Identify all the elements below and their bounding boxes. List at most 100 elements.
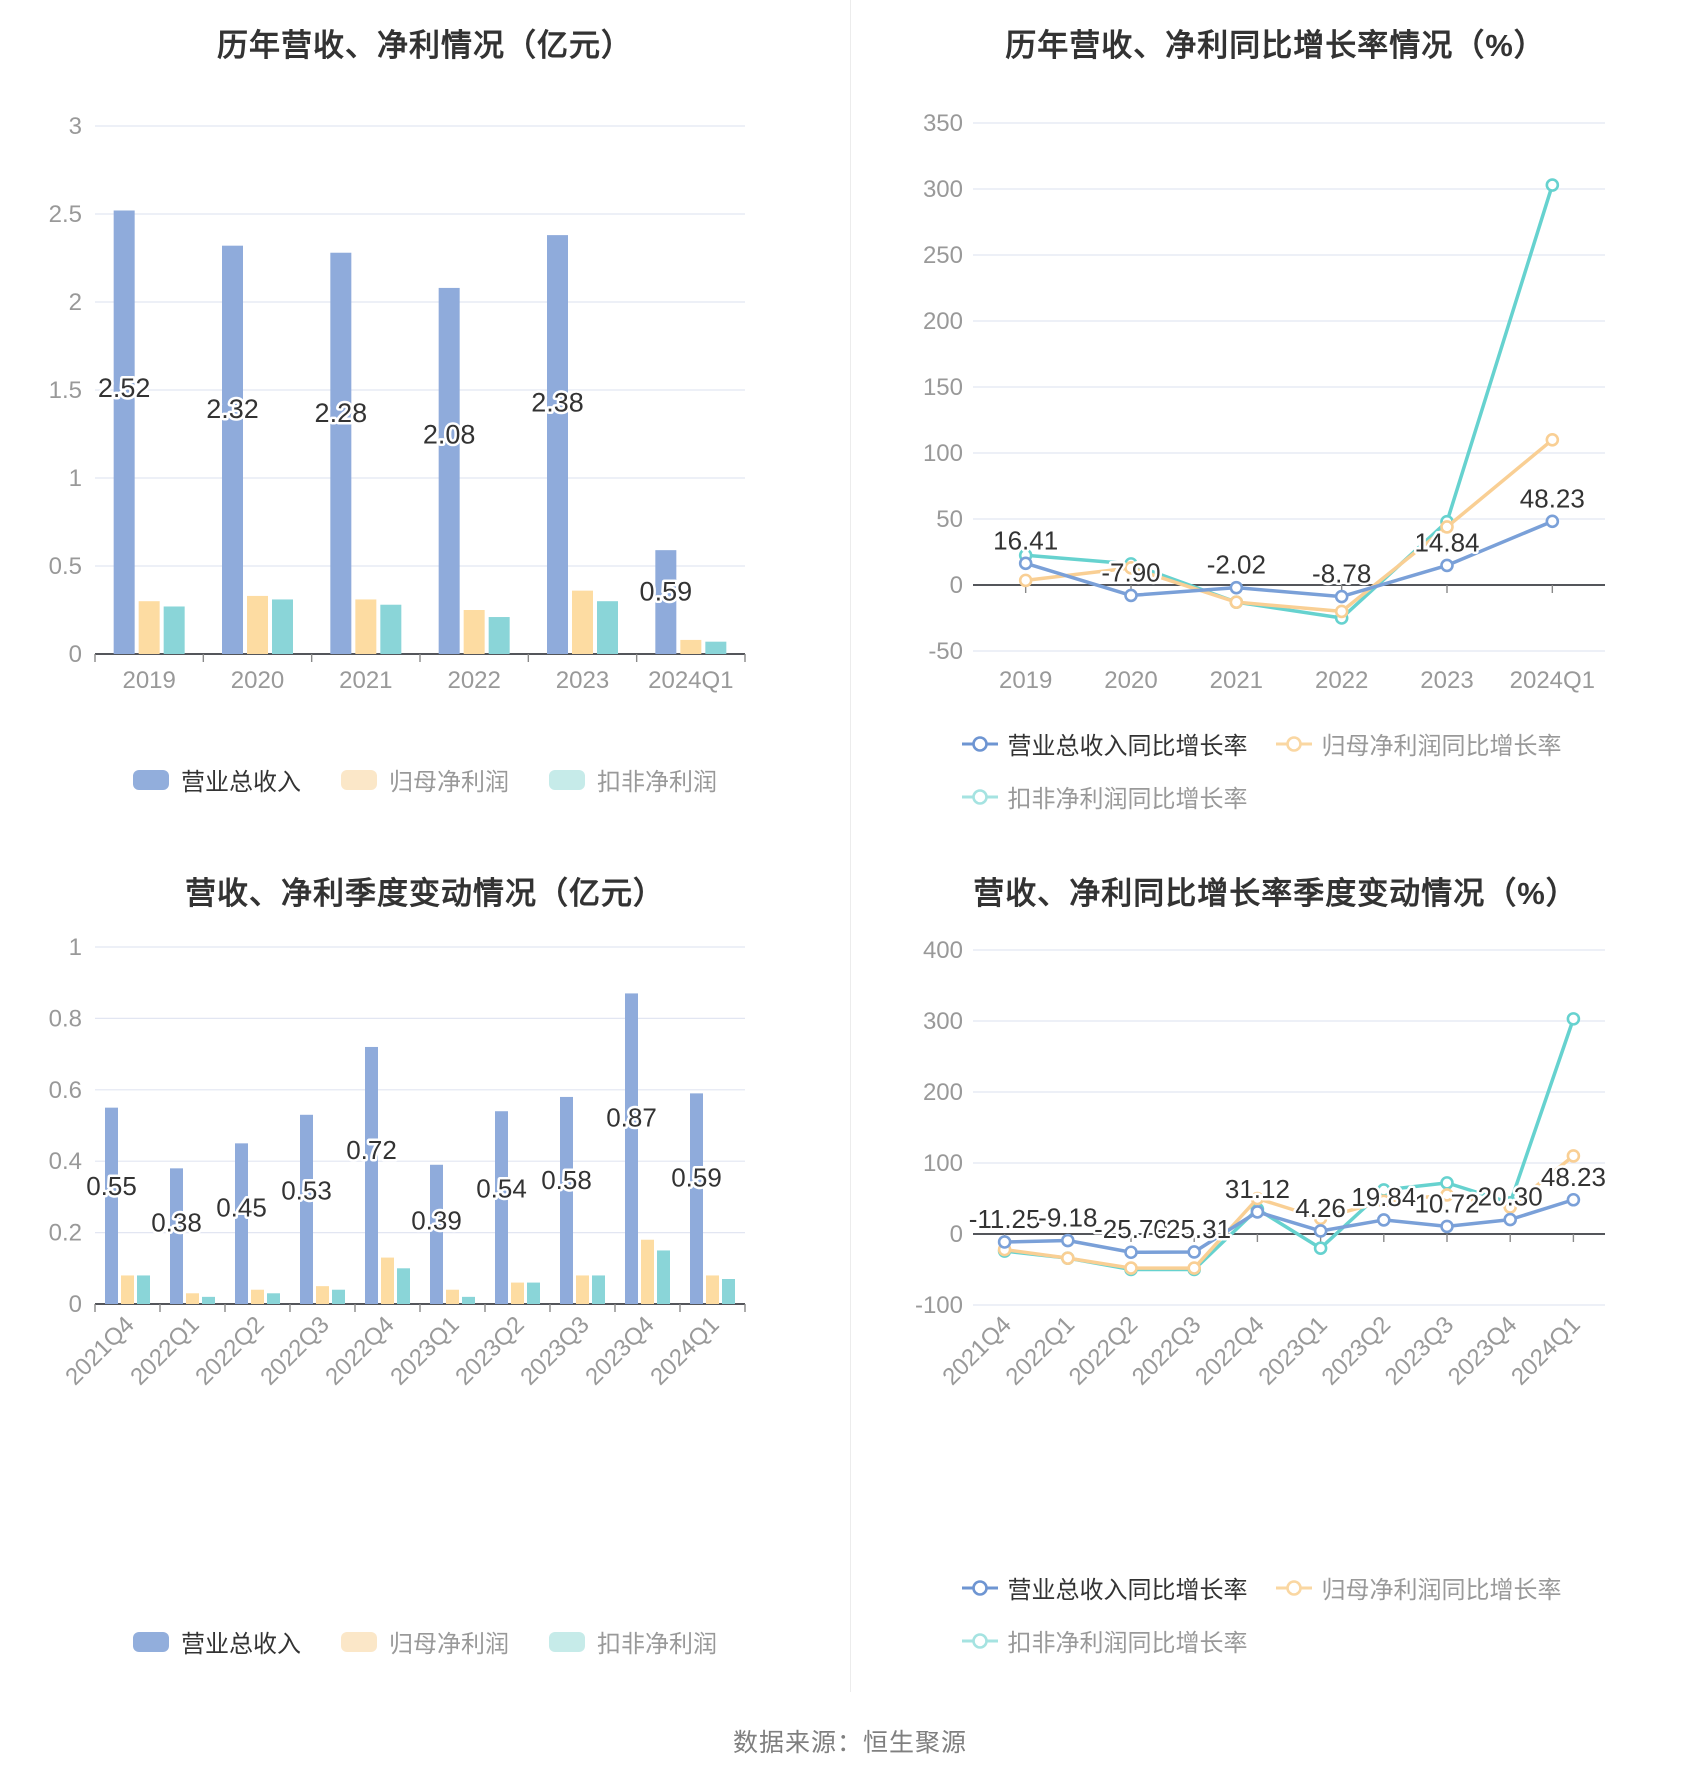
bar-non_gaap[interactable] [722, 1279, 735, 1304]
bar-net_profit[interactable] [121, 1275, 134, 1304]
bar-non_gaap[interactable] [462, 1296, 475, 1304]
point-revenue[interactable] [1440, 558, 1454, 573]
point-revenue[interactable] [1376, 1213, 1391, 1227]
legend-item-revenue[interactable]: 营业总收入 [133, 762, 301, 797]
legend-item-non-gaap-net-profit[interactable]: 扣非净利润 [549, 1624, 717, 1659]
line-non_gaap[interactable] [1023, 183, 1555, 620]
bar-revenue[interactable] [105, 1107, 118, 1304]
point-revenue[interactable] [1124, 588, 1138, 603]
point-revenue[interactable] [1187, 1245, 1202, 1259]
point-revenue[interactable] [1503, 1212, 1518, 1227]
bar-net_profit[interactable] [641, 1239, 654, 1304]
point-non_gaap[interactable] [1440, 1176, 1454, 1190]
point-net_profit[interactable] [1018, 573, 1033, 588]
bar-revenue[interactable] [430, 1164, 443, 1304]
point-non_gaap[interactable] [1313, 1241, 1328, 1256]
line-revenue[interactable] [1023, 519, 1555, 599]
legend-item-net-profit[interactable]: 归母净利润 [341, 1624, 509, 1659]
bar-net_profit[interactable] [186, 1293, 199, 1304]
legend-item-net-profit-growth[interactable]: 归母净利润同比增长率 [1275, 1570, 1562, 1605]
bar-non_gaap[interactable] [527, 1282, 540, 1304]
point-net_profit[interactable] [1187, 1261, 1202, 1275]
bar-net_profit[interactable] [446, 1289, 459, 1304]
legend-item-net-profit-growth[interactable]: 归母净利润同比增长率 [1275, 726, 1562, 761]
point-net_profit[interactable] [1124, 561, 1138, 575]
bar-non_gaap[interactable] [488, 617, 510, 654]
point-net_profit[interactable] [1334, 604, 1349, 619]
bar-net_profit[interactable] [251, 1289, 264, 1304]
bar-revenue[interactable] [222, 245, 243, 654]
bar-revenue[interactable] [495, 1111, 508, 1304]
point-net_profit[interactable] [1566, 1149, 1581, 1163]
point-net_profit[interactable] [1061, 1251, 1075, 1265]
bar-revenue[interactable] [235, 1143, 248, 1304]
bar-non_gaap[interactable] [597, 601, 618, 654]
point-revenue[interactable] [1124, 1245, 1138, 1260]
point-revenue[interactable] [1545, 514, 1560, 529]
bar-net_profit[interactable] [706, 1275, 719, 1304]
point-revenue[interactable] [1250, 1205, 1265, 1219]
bar-non_gaap[interactable] [272, 599, 293, 654]
point-net_profit[interactable] [1250, 1191, 1265, 1206]
bar-non_gaap[interactable] [202, 1296, 215, 1304]
point-net_profit[interactable] [1229, 595, 1244, 609]
bar-non_gaap[interactable] [592, 1275, 605, 1304]
bar-revenue[interactable] [365, 1046, 378, 1304]
line-revenue[interactable] [1002, 1198, 1576, 1254]
bar-non_gaap[interactable] [163, 606, 185, 654]
bar-non_gaap[interactable] [267, 1293, 280, 1304]
legend-item-revenue[interactable]: 营业总收入 [133, 1624, 301, 1659]
bar-revenue[interactable] [438, 287, 460, 654]
legend-item-net-profit[interactable]: 归母净利润 [341, 762, 509, 797]
bar-net_profit[interactable] [463, 610, 485, 654]
bar-net_profit[interactable] [680, 639, 702, 654]
legend-item-revenue-growth[interactable]: 营业总收入同比增长率 [961, 1570, 1248, 1605]
point-net_profit[interactable] [1313, 1211, 1328, 1226]
point-revenue[interactable] [1313, 1224, 1328, 1238]
bar-net_profit[interactable] [572, 590, 593, 654]
line-net_profit[interactable] [1002, 1154, 1576, 1270]
bar-non_gaap[interactable] [397, 1268, 410, 1304]
legend-item-revenue-growth[interactable]: 营业总收入同比增长率 [961, 726, 1248, 761]
bar-net_profit[interactable] [316, 1286, 329, 1304]
point-net_profit[interactable] [1503, 1200, 1518, 1214]
bar-revenue[interactable] [655, 550, 677, 654]
bar-revenue[interactable] [170, 1168, 183, 1304]
bar-net_profit[interactable] [247, 595, 268, 654]
bar-revenue[interactable] [113, 210, 135, 655]
point-revenue[interactable] [1440, 1219, 1454, 1234]
bar-non_gaap[interactable] [332, 1289, 345, 1304]
bar-revenue[interactable] [690, 1093, 703, 1304]
bar-net_profit[interactable] [576, 1275, 589, 1304]
legend-item-non-gaap-net-profit[interactable]: 扣非净利润 [549, 762, 717, 797]
legend-item-non-gaap-net-profit-growth[interactable]: 扣非净利润同比增长率 [961, 1623, 1248, 1658]
point-revenue[interactable] [1566, 1192, 1581, 1207]
point-net_profit[interactable] [1124, 1261, 1138, 1275]
bar-non_gaap[interactable] [380, 604, 402, 654]
bar-revenue[interactable] [330, 252, 352, 654]
point-net_profit[interactable] [1440, 1188, 1454, 1202]
bar-net_profit[interactable] [138, 601, 160, 654]
point-revenue[interactable] [1229, 580, 1244, 595]
bar-net_profit[interactable] [381, 1257, 394, 1304]
point-revenue[interactable] [1018, 556, 1033, 571]
bar-non_gaap[interactable] [705, 641, 727, 654]
bar-non_gaap[interactable] [137, 1275, 150, 1304]
point-revenue[interactable] [997, 1235, 1012, 1249]
bar-revenue[interactable] [547, 235, 568, 654]
bar-revenue[interactable] [625, 993, 638, 1304]
point-net_profit[interactable] [1440, 520, 1454, 534]
bar-non_gaap[interactable] [657, 1250, 670, 1304]
line-net_profit[interactable] [1023, 438, 1555, 614]
point-revenue[interactable] [1334, 589, 1349, 604]
bar-net_profit[interactable] [511, 1282, 524, 1304]
point-revenue[interactable] [1061, 1233, 1075, 1248]
point-non_gaap[interactable] [1545, 178, 1560, 192]
point-net_profit[interactable] [1545, 432, 1560, 447]
bar-net_profit[interactable] [355, 599, 377, 654]
point-non_gaap[interactable] [1566, 1012, 1581, 1026]
point-net_profit[interactable] [1376, 1194, 1391, 1209]
legend-item-non-gaap-net-profit-growth[interactable]: 扣非净利润同比增长率 [961, 779, 1248, 814]
bar-revenue[interactable] [300, 1114, 313, 1304]
bar-revenue[interactable] [560, 1096, 573, 1304]
